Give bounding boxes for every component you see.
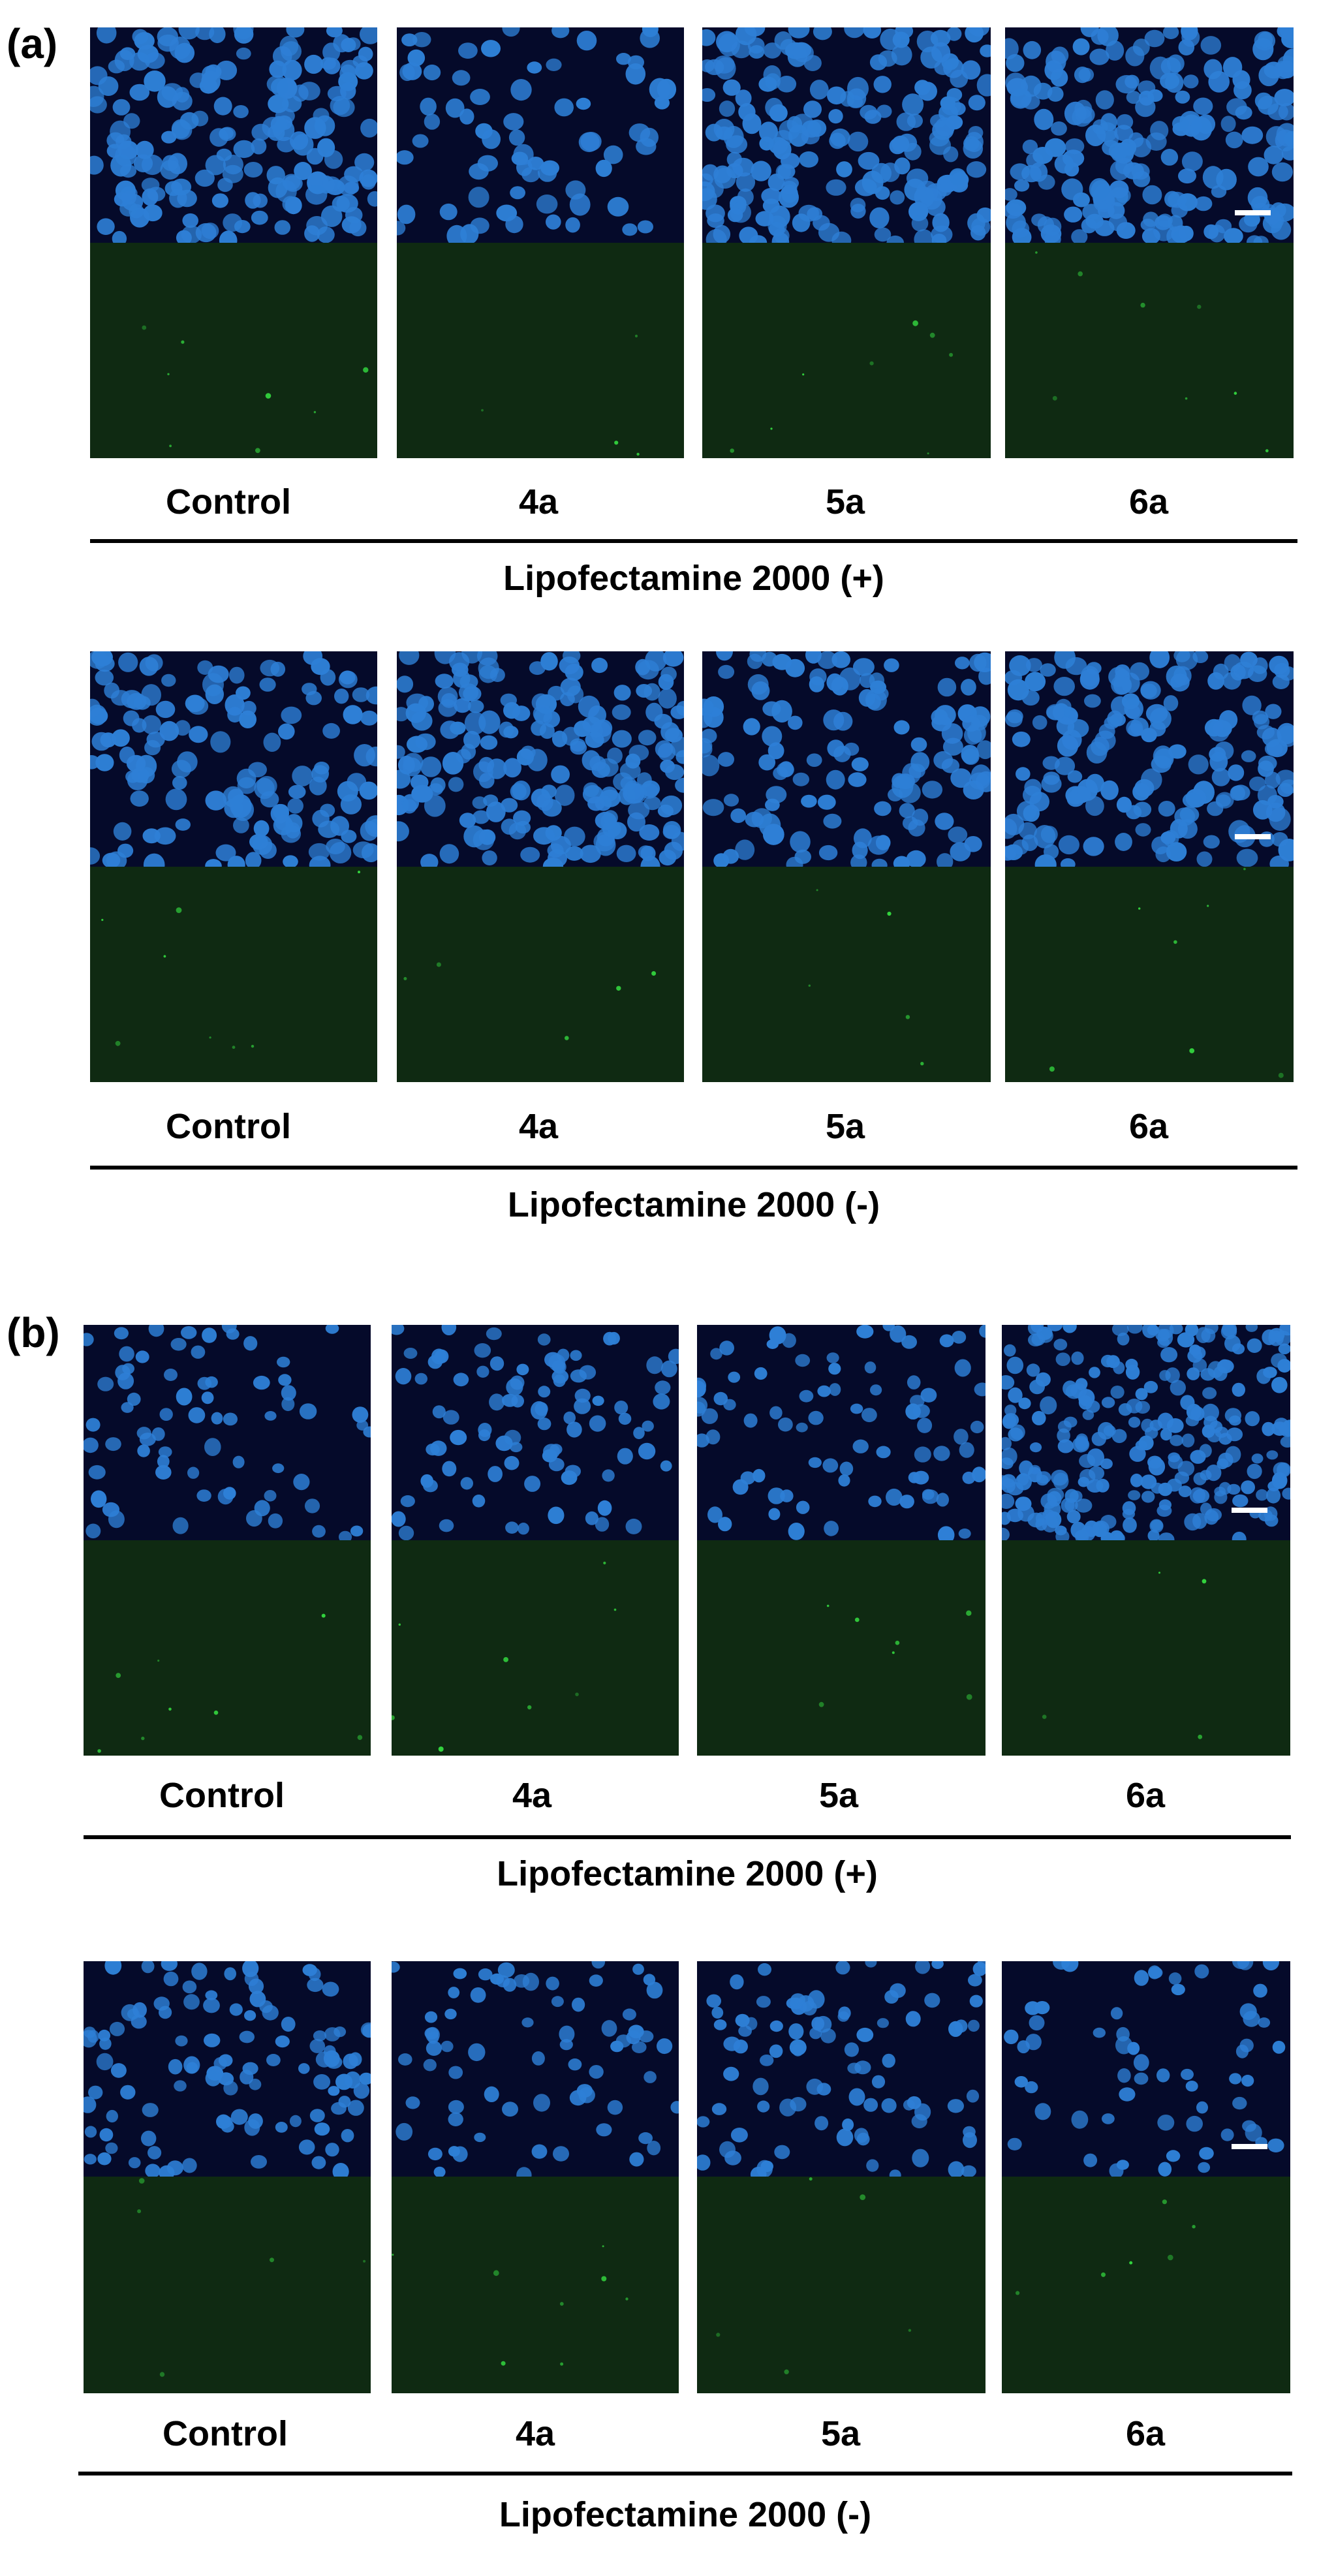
scale-bar — [1232, 1508, 1267, 1513]
green-fluorescence-image — [397, 867, 684, 1082]
label-control: Control — [163, 2414, 288, 2453]
label-6a: 6a — [1125, 1776, 1166, 1815]
label-control: Control — [159, 1776, 285, 1815]
panel-letter-a: (a) — [7, 20, 58, 67]
nuclei-stain-image — [1005, 27, 1294, 243]
group-underline — [90, 1166, 1297, 1170]
micrograph-column — [1002, 1961, 1290, 2393]
micrograph-column — [702, 651, 991, 1082]
group-caption: Lipofectamine 2000 (+) — [497, 1854, 878, 1893]
green-fluorescence-image — [702, 867, 991, 1082]
panel-letter-b: (b) — [7, 1309, 60, 1356]
green-fluorescence-image — [90, 243, 377, 458]
scale-bar — [1235, 834, 1271, 839]
label-control: Control — [166, 1107, 291, 1146]
group-underline — [90, 539, 1297, 543]
nuclei-stain-image — [84, 1961, 371, 2177]
nuclei-stain-image — [392, 1961, 679, 2177]
group-caption: Lipofectamine 2000 (-) — [507, 1185, 880, 1224]
micrograph-column — [392, 1325, 679, 1756]
label-4a: 4a — [518, 1107, 559, 1146]
label-5a: 5a — [825, 1107, 865, 1146]
group-caption: Lipofectamine 2000 (+) — [503, 559, 884, 598]
micrograph-column — [84, 1961, 371, 2393]
micrograph-column — [84, 1325, 371, 1756]
nuclei-stain-image — [702, 651, 991, 867]
green-fluorescence-image — [1002, 2177, 1290, 2393]
nuclei-stain-image — [84, 1325, 371, 1540]
micrograph-column — [1005, 651, 1294, 1082]
nuclei-stain-image — [1002, 1961, 1290, 2177]
group-underline — [78, 2472, 1292, 2475]
scale-bar — [1232, 2144, 1267, 2149]
green-fluorescence-image — [392, 1540, 679, 1756]
green-fluorescence-image — [697, 1540, 985, 1756]
label-6a: 6a — [1128, 482, 1169, 521]
nuclei-stain-image — [397, 651, 684, 867]
green-fluorescence-image — [84, 2177, 371, 2393]
micrograph-column — [697, 1325, 985, 1756]
label-6a: 6a — [1125, 2414, 1166, 2453]
micrograph-column — [1002, 1325, 1290, 1756]
green-fluorescence-image — [84, 1540, 371, 1756]
label-4a: 4a — [518, 482, 559, 521]
green-fluorescence-image — [1002, 1540, 1290, 1756]
nuclei-stain-image — [702, 27, 991, 243]
green-fluorescence-image — [90, 867, 377, 1082]
group-underline — [84, 1835, 1291, 1839]
nuclei-stain-image — [90, 27, 377, 243]
green-fluorescence-image — [1005, 243, 1294, 458]
label-control: Control — [166, 482, 291, 521]
label-5a: 5a — [825, 482, 865, 521]
green-fluorescence-image — [397, 243, 684, 458]
micrograph-column — [90, 651, 377, 1082]
green-fluorescence-image — [1005, 867, 1294, 1082]
micrograph-column — [397, 27, 684, 458]
label-5a: 5a — [818, 1776, 859, 1815]
nuclei-stain-image — [392, 1325, 679, 1540]
nuclei-stain-image — [397, 27, 684, 243]
green-fluorescence-image — [697, 2177, 985, 2393]
nuclei-stain-image — [697, 1961, 985, 2177]
group-caption: Lipofectamine 2000 (-) — [499, 2495, 872, 2534]
nuclei-stain-image — [1002, 1325, 1290, 1540]
scale-bar — [1235, 210, 1271, 215]
nuclei-stain-image — [90, 651, 377, 867]
label-4a: 4a — [515, 2414, 555, 2453]
micrograph-column — [702, 27, 991, 458]
label-4a: 4a — [512, 1776, 552, 1815]
micrograph-column — [392, 1961, 679, 2393]
nuclei-stain-image — [1005, 651, 1294, 867]
micrograph-column — [397, 651, 684, 1082]
micrograph-column — [1005, 27, 1294, 458]
micrograph-column — [90, 27, 377, 458]
label-5a: 5a — [820, 2414, 861, 2453]
green-fluorescence-image — [392, 2177, 679, 2393]
label-6a: 6a — [1128, 1107, 1169, 1146]
micrograph-column — [697, 1961, 985, 2393]
green-fluorescence-image — [702, 243, 991, 458]
nuclei-stain-image — [697, 1325, 985, 1540]
